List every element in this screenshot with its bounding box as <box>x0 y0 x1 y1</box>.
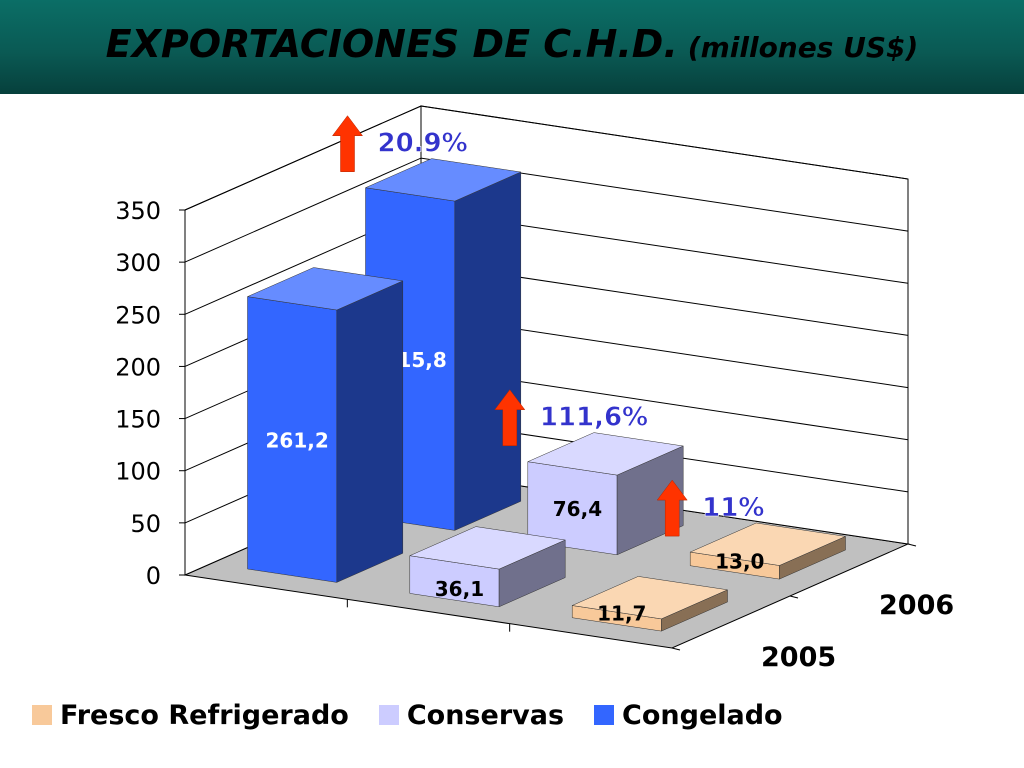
depth-tick-mark <box>907 543 917 547</box>
y-tick-label: 150 <box>115 406 161 434</box>
legend-item-congelado: Congelado <box>594 700 783 731</box>
legend: Fresco Refrigerado Conservas Congelado <box>32 698 813 732</box>
depth-tick-mark <box>789 595 799 599</box>
y-tick-label: 0 <box>146 562 161 590</box>
legend-swatch-conservas <box>378 705 399 725</box>
growth-annotation: 111,6% <box>494 389 648 446</box>
growth-percent-label: 20.9% <box>377 129 467 159</box>
growth-annotation: 20.9% <box>332 115 468 172</box>
legend-label-fresco: Fresco Refrigerado <box>60 699 349 731</box>
gridline <box>184 105 909 211</box>
bar-data-label: 261,2 <box>265 429 328 453</box>
chart-title-units: (millones US$) <box>687 31 919 64</box>
up-arrow-icon <box>494 389 526 446</box>
bar-side-face <box>336 280 404 583</box>
bar-fresco-refrigerado-2006: 13,0 <box>689 522 847 580</box>
growth-annotations: 20.9% 111,6% 11% <box>332 115 765 537</box>
chart-title: EXPORTACIONES DE C.H.D. (millones US$) <box>0 22 1024 66</box>
chart-title-main: EXPORTACIONES DE C.H.D. <box>105 22 678 66</box>
y-tick-label: 300 <box>115 249 161 277</box>
depth-category-label: 2005 <box>761 642 836 673</box>
bar-top-face <box>364 158 522 202</box>
bar-top-face <box>246 267 404 311</box>
legend-swatch-congelado <box>594 705 615 725</box>
bar-side-face <box>454 171 522 531</box>
growth-percent-label: 11% <box>702 493 764 523</box>
bar-fresco-refrigerado-2005: 11,7 <box>571 576 729 632</box>
bar-top-face <box>408 526 567 570</box>
legend-item-fresco: Fresco Refrigerado <box>32 700 349 731</box>
bar-data-label: 76,4 <box>553 497 602 521</box>
legend-swatch-fresco <box>32 705 52 725</box>
y-tick-label: 100 <box>115 458 161 486</box>
y-tick-label: 350 <box>115 197 161 225</box>
y-tick-label: 50 <box>130 510 161 538</box>
y-tick-label: 250 <box>115 301 161 329</box>
growth-percent-label: 111,6% <box>540 403 648 433</box>
bar-top-face <box>571 576 729 620</box>
bar-conservas-2005: 36,1 <box>408 526 567 608</box>
up-arrow-icon <box>656 479 688 537</box>
growth-annotation: 11% <box>656 479 765 537</box>
up-arrow-icon <box>332 115 363 172</box>
bar-data-label: 36,1 <box>435 577 484 601</box>
legend-label-conservas: Conservas <box>406 699 565 731</box>
bar-congelado-2005: 261,2 <box>246 267 404 583</box>
depth-tick-mark <box>671 647 681 651</box>
gridline <box>184 157 909 263</box>
bar-top-face <box>526 432 685 476</box>
legend-label-congelado: Congelado <box>622 699 783 731</box>
y-axis: 0 50 100 150 200 250 300 350 <box>115 197 186 590</box>
depth-axis: 2005 2006 <box>346 543 954 673</box>
legend-item-conservas: Conservas <box>378 699 565 731</box>
depth-category-label: 2006 <box>879 590 954 621</box>
y-tick-label: 200 <box>115 353 161 381</box>
bar-top-face <box>689 522 847 566</box>
title-banner <box>0 0 1024 94</box>
bar-data-label: 13,0 <box>715 549 764 573</box>
bar-data-label: 11,7 <box>597 601 646 625</box>
